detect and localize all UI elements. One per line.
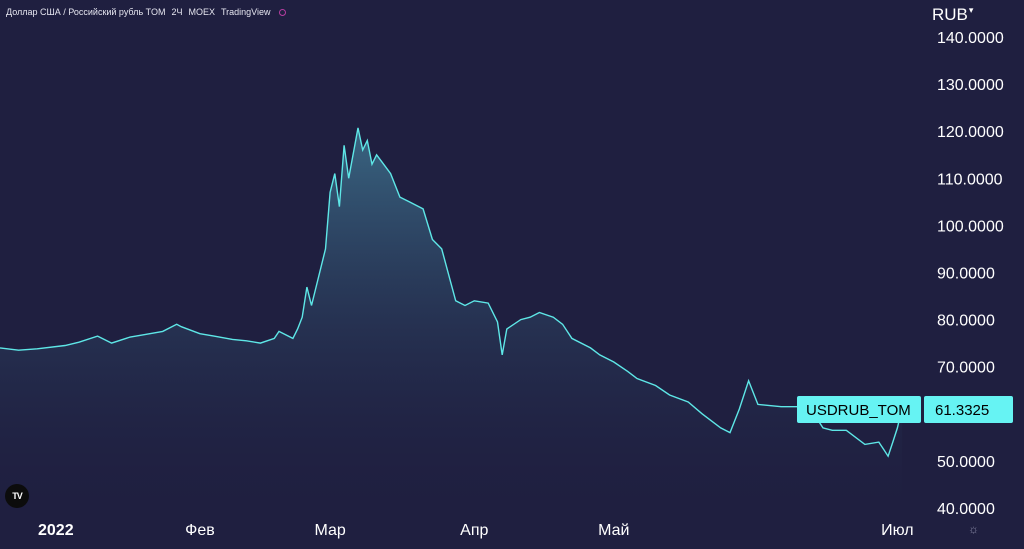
y-tick-label: 130.0000	[937, 77, 1004, 94]
brand-label: TradingView	[221, 7, 271, 17]
x-tick-label: Фев	[185, 522, 215, 539]
last-price-value: 61.3325	[935, 402, 989, 419]
symbol-tag-label: USDRUB_TOM	[806, 402, 911, 419]
y-tick-label: 110.0000	[937, 171, 1003, 188]
y-tick-label: 70.0000	[937, 360, 995, 377]
price-axis[interactable]: 140.0000 130.0000 120.0000 110.0000 100.0000…	[937, 30, 1004, 518]
y-tick-label: 120.0000	[937, 124, 1004, 141]
time-axis[interactable]: 2022 Фев Мар Апр Май Июл	[38, 522, 914, 539]
tradingview-logo[interactable]: TV	[5, 484, 29, 508]
y-tick-label: 80.0000	[937, 313, 995, 330]
y-tick-label: 90.0000	[937, 266, 995, 283]
x-tick-label: Апр	[460, 522, 488, 539]
last-price-tag-box	[924, 396, 1013, 423]
exchange-label: MOEX	[188, 7, 215, 17]
symbol-price-tag: USDRUB_TOM 61.3325	[797, 396, 1013, 423]
x-tick-label: Июл	[881, 522, 913, 539]
x-tick-label: 2022	[38, 522, 74, 539]
symbol-title[interactable]: Доллар США / Российский рубль TOM	[6, 7, 166, 17]
currency-unit-label: RUB	[932, 5, 968, 24]
currency-unit-selector[interactable]: RUB▾	[932, 5, 973, 25]
settings-icon[interactable]: ☼	[968, 522, 979, 536]
x-tick-label: Май	[598, 522, 629, 539]
chart-header: Доллар США / Российский рубль TOM 2Ч MOE…	[6, 5, 286, 19]
y-tick-label: 140.0000	[937, 30, 1004, 47]
market-status-icon[interactable]	[278, 8, 286, 16]
x-tick-label: Мар	[314, 522, 345, 539]
y-tick-label: 50.0000	[937, 454, 995, 471]
price-line	[0, 127, 903, 458]
price-area-fill	[0, 127, 903, 509]
interval-label[interactable]: 2Ч	[171, 7, 183, 17]
chevron-down-icon: ▾	[968, 5, 974, 15]
y-tick-label: 100.0000	[937, 218, 1004, 235]
symbol-tag-box	[797, 396, 921, 423]
y-tick-label: 40.0000	[937, 501, 995, 518]
